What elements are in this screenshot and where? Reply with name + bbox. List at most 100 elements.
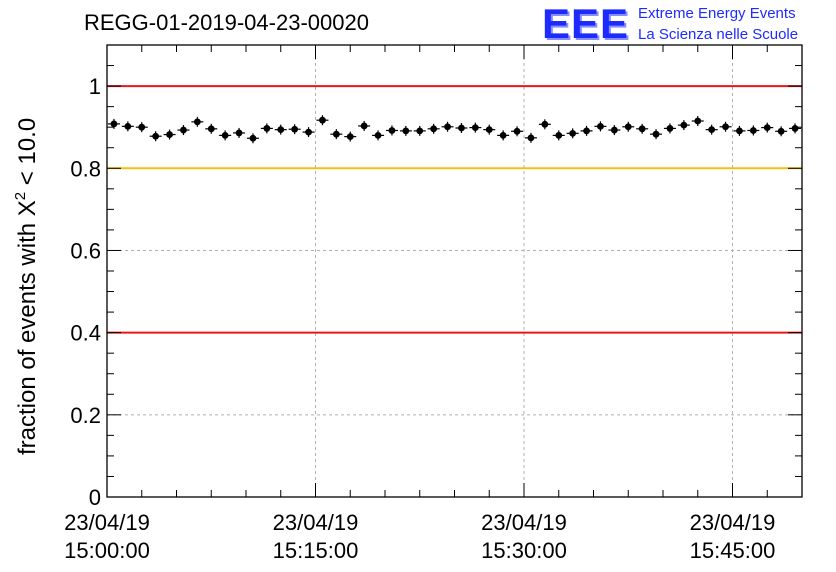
x-tick-label-date: 23/04/19 — [481, 510, 567, 535]
data-marker — [360, 122, 368, 130]
data-point — [663, 123, 676, 134]
logo-line-1: Extreme Energy Events — [638, 5, 796, 22]
x-tick-label-time: 15:30:00 — [481, 538, 567, 563]
data-point — [233, 127, 246, 138]
data-point — [552, 130, 565, 141]
data-marker — [374, 132, 382, 139]
axis-labels: 0 0.2 0.4 0.6 0.8 1 23/04/19 15:00:00 23/04/19 15… — [12, 74, 775, 563]
data-marker — [430, 125, 438, 133]
data-marker — [207, 125, 215, 133]
data-point — [580, 125, 593, 136]
data-marker — [638, 125, 646, 133]
data-point — [135, 122, 148, 133]
data-point — [497, 130, 510, 141]
data-point — [344, 131, 357, 142]
data-point — [246, 133, 259, 144]
data-marker — [263, 125, 271, 132]
data-marker — [791, 125, 799, 132]
data-point — [358, 120, 371, 131]
reference-lines — [107, 85, 802, 334]
data-point — [622, 121, 635, 132]
x-tick-label-time: 15:00:00 — [64, 538, 150, 563]
data-point — [650, 129, 663, 140]
data-point — [413, 125, 426, 136]
data-marker — [110, 120, 118, 128]
data-point — [107, 118, 120, 129]
data-point — [455, 123, 468, 134]
data-marker — [249, 134, 257, 142]
data-point — [385, 125, 398, 136]
y-tick-label: 0 — [89, 485, 101, 510]
data-marker — [597, 122, 604, 130]
data-marker — [569, 129, 577, 137]
data-point — [511, 126, 524, 137]
chart-title: REGG-01-2019-04-23-00020 — [84, 10, 369, 35]
data-point — [316, 115, 329, 126]
y-tick-label: 0.2 — [70, 403, 101, 428]
data-point — [121, 121, 134, 132]
data-point — [747, 125, 760, 136]
plot-frame — [106, 44, 803, 498]
data-marker — [124, 122, 132, 130]
eee-logo: EEE Extreme Energy Events La Scienza nel… — [542, 2, 832, 46]
y-tick-label: 0.6 — [70, 238, 101, 263]
data-marker — [736, 127, 743, 135]
data-marker — [499, 132, 507, 139]
data-point — [163, 129, 176, 140]
data-marker — [749, 127, 757, 134]
y-tick-label: 0.4 — [70, 321, 101, 346]
data-point — [761, 122, 774, 133]
plot-border — [106, 44, 803, 498]
x-tick-label-date: 23/04/19 — [64, 510, 150, 535]
data-point — [177, 125, 190, 136]
data-marker — [319, 116, 326, 124]
data-marker — [235, 129, 243, 137]
data-marker — [583, 127, 590, 135]
data-point — [677, 120, 690, 131]
data-marker — [541, 120, 549, 128]
data-marker — [722, 123, 729, 131]
axis-ticks — [106, 44, 803, 498]
data-points — [107, 115, 802, 144]
data-point — [274, 124, 287, 135]
data-marker — [180, 126, 187, 134]
data-point — [441, 121, 454, 132]
data-point — [789, 123, 802, 134]
data-marker — [527, 134, 535, 142]
data-point — [733, 125, 746, 136]
data-marker — [513, 127, 521, 135]
data-point — [219, 130, 232, 141]
logo-line-2: La Scienza nelle Scuole — [638, 26, 799, 43]
data-marker — [388, 127, 396, 134]
data-point — [608, 125, 621, 136]
data-point — [372, 130, 385, 141]
data-marker — [346, 133, 354, 141]
data-point — [302, 127, 315, 138]
data-marker — [277, 126, 285, 134]
data-marker — [485, 126, 493, 134]
data-point — [427, 123, 440, 134]
data-marker — [471, 124, 479, 131]
x-tick-label-time: 15:45:00 — [690, 538, 776, 563]
data-marker — [193, 118, 201, 126]
x-tick-label-time: 15:15:00 — [273, 538, 359, 563]
data-marker — [332, 130, 340, 138]
data-point — [705, 124, 718, 135]
data-marker — [666, 125, 674, 132]
data-point — [691, 116, 704, 127]
data-point — [636, 123, 649, 134]
data-point — [566, 128, 579, 139]
data-marker — [444, 123, 451, 131]
data-point — [594, 121, 607, 132]
data-point — [719, 121, 732, 132]
y-axis-label: fraction of events with X2 < 10.0 — [12, 118, 41, 455]
data-marker — [291, 125, 299, 133]
y-tick-label: 0.8 — [70, 156, 101, 181]
data-marker — [138, 123, 146, 131]
data-marker — [777, 127, 785, 135]
data-marker — [402, 127, 410, 135]
data-point — [260, 123, 273, 134]
data-point — [469, 122, 482, 133]
data-marker — [555, 132, 563, 139]
